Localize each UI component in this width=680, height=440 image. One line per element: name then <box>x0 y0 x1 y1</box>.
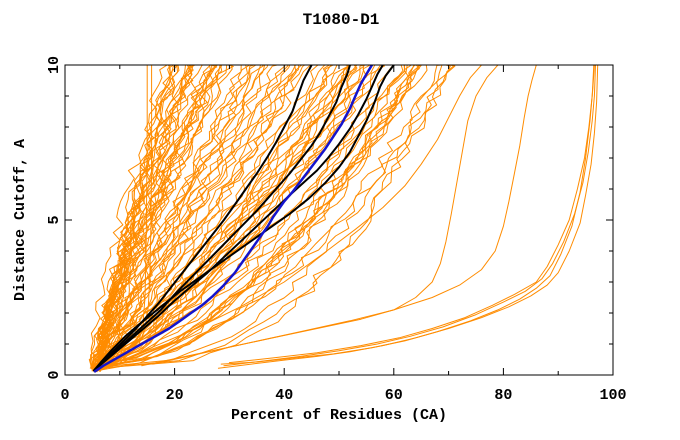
x-axis-label: Percent of Residues (CA) <box>231 407 447 424</box>
curves-layer <box>88 65 599 373</box>
model-curve <box>93 65 195 370</box>
x-tick-label: 20 <box>166 387 184 404</box>
model-curve <box>94 65 352 371</box>
model-curve <box>99 65 213 368</box>
x-tick-label: 40 <box>275 387 293 404</box>
model-curve <box>93 65 420 367</box>
tick-labels: 0 20 40 60 80 100 0 5 10 <box>46 56 627 404</box>
y-tick-label: 5 <box>46 215 63 224</box>
model-curve <box>91 65 394 372</box>
flat-model-4-curve <box>220 65 595 365</box>
y-axis-label: Distance Cutoff, A <box>12 139 29 301</box>
flat-model-2-curve <box>223 65 596 367</box>
x-tick-label: 60 <box>385 387 403 404</box>
model-curve <box>91 65 278 369</box>
model-curve <box>96 65 212 367</box>
riser-model-2-curve <box>152 65 537 365</box>
y-tick-label: 0 <box>46 370 63 379</box>
model-curve <box>97 65 456 367</box>
model-curve <box>98 65 180 366</box>
model-curve <box>97 65 191 366</box>
chart-title: T1080-D1 <box>303 11 380 29</box>
model-curve <box>92 65 443 369</box>
model-curve <box>96 65 221 367</box>
model-curve <box>95 65 420 372</box>
model-curve <box>99 65 338 368</box>
model-curve <box>90 65 289 369</box>
y-tick-label: 10 <box>46 56 63 74</box>
x-tick-label: 100 <box>599 387 626 404</box>
highlight-model-4-curve <box>93 65 395 372</box>
model-curve <box>90 65 296 368</box>
flat-model-1-curve <box>217 65 599 369</box>
highlight-model-2-curve <box>93 65 351 372</box>
best-model-curve <box>93 65 374 373</box>
model-curve <box>100 65 266 368</box>
x-tick-label: 80 <box>494 387 512 404</box>
band-trailing-model-curve <box>108 65 482 367</box>
model-curve <box>94 65 408 368</box>
highlight-model-1-curve <box>93 65 313 372</box>
model-curve <box>100 65 223 366</box>
model-curve <box>97 65 175 371</box>
flat-model-3-curve <box>228 65 595 364</box>
model-curve <box>96 65 415 369</box>
model-curve <box>91 65 417 369</box>
model-curve <box>98 65 242 367</box>
model-curve <box>95 65 350 365</box>
model-curve <box>96 65 451 369</box>
model-curve <box>94 65 264 369</box>
model-curve <box>91 65 211 368</box>
model-curve <box>99 65 233 372</box>
model-curve <box>99 65 404 366</box>
highlight-model-3-curve <box>93 65 384 372</box>
x-tick-label: 0 <box>60 387 69 404</box>
model-curve <box>95 65 218 370</box>
axis-ticks <box>64 64 614 376</box>
model-curve <box>99 65 269 370</box>
